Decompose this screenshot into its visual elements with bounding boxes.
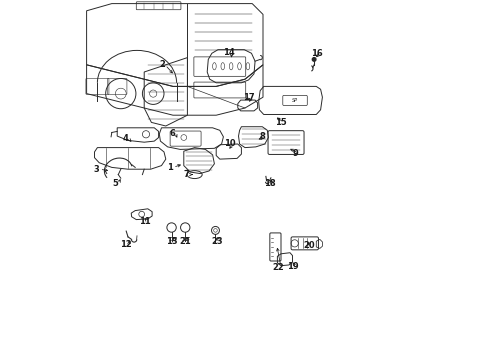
- Text: 15: 15: [275, 118, 287, 127]
- Text: 11: 11: [139, 217, 151, 226]
- Text: SP: SP: [292, 98, 298, 103]
- Circle shape: [312, 58, 316, 61]
- Text: 8: 8: [259, 132, 265, 141]
- Text: 9: 9: [293, 149, 298, 158]
- Text: 10: 10: [224, 139, 236, 148]
- Text: 20: 20: [303, 241, 315, 250]
- Text: 12: 12: [121, 240, 132, 249]
- Text: 21: 21: [180, 237, 192, 246]
- Text: 3: 3: [94, 165, 99, 174]
- Text: 22: 22: [272, 263, 284, 271]
- Text: 4: 4: [122, 134, 128, 143]
- Text: 18: 18: [265, 179, 276, 188]
- Text: 5: 5: [113, 179, 119, 188]
- Text: 14: 14: [223, 48, 235, 57]
- Text: 16: 16: [311, 49, 323, 58]
- Text: 23: 23: [211, 237, 223, 246]
- Text: 13: 13: [167, 237, 178, 246]
- Text: 6: 6: [170, 129, 175, 138]
- Text: 7: 7: [184, 170, 190, 179]
- Text: 2: 2: [159, 60, 165, 69]
- Text: 19: 19: [287, 262, 298, 271]
- Text: 1: 1: [167, 163, 173, 172]
- Text: 17: 17: [243, 94, 254, 102]
